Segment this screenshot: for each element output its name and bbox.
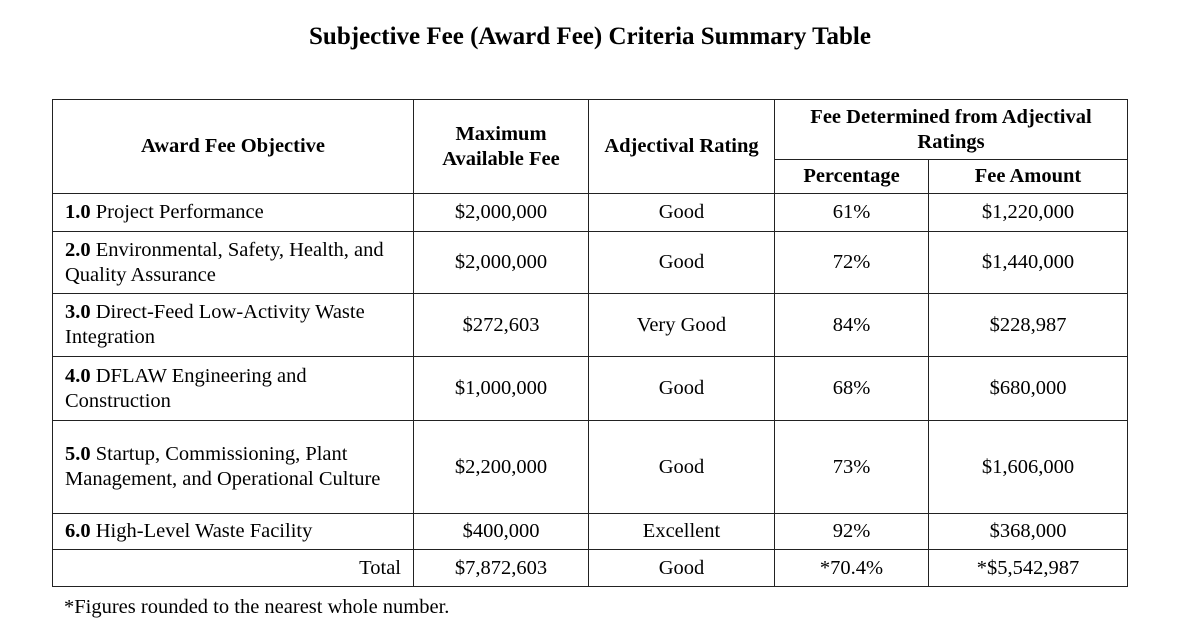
table-row: 2.0 Environmental, Safety, Health, and Q… [52,231,1129,294]
max-fee-cell: $2,000,000 [413,231,589,294]
fee-amount-cell: $1,440,000 [927,231,1129,294]
table-row: 1.0 Project Performance $2,000,000 Good … [52,193,1129,232]
table-row: 3.0 Direct-Feed Low-Activity Waste Integ… [52,293,1129,357]
percentage-cell: 72% [774,231,929,294]
objective-cell: 6.0 High-Level Waste Facility [52,513,414,550]
fee-amount-cell: $228,987 [927,293,1129,357]
fee-amount-cell: $1,606,000 [927,420,1129,514]
percentage-cell: 73% [774,420,929,514]
footnote: *Figures rounded to the nearest whole nu… [64,596,450,618]
header-percentage: Percentage [774,159,929,194]
header-award-fee-objective: Award Fee Objective [52,99,414,194]
rating-cell: Good [588,420,775,514]
objective-name: Environmental, Safety, Health, and Quali… [65,238,384,286]
objective-cell: 2.0 Environmental, Safety, Health, and Q… [52,231,414,294]
objective-number: 4.0 [65,364,91,387]
objective-cell: 1.0 Project Performance [52,193,414,232]
rating-cell: Good [588,231,775,294]
objective-name: High-Level Waste Facility [95,520,313,542]
total-rating: Good [588,549,775,587]
award-fee-summary-table: Award Fee Objective Maximum Available Fe… [52,99,1129,587]
header-fee-amount: Fee Amount [927,159,1129,194]
rating-cell: Excellent [588,513,775,550]
rating-cell: Good [588,356,775,421]
objective-name: DFLAW Engineering and Construction [65,364,307,412]
table-subheader-row: Percentage Fee Amount [53,159,1129,194]
max-fee-cell: $2,000,000 [413,193,589,232]
objective-cell: 3.0 Direct-Feed Low-Activity Waste Integ… [52,293,414,357]
objective-name: Project Performance [95,201,264,223]
table-header-row: Award Fee Objective Maximum Available Fe… [52,99,1129,194]
total-max-fee: $7,872,603 [413,549,589,587]
rating-cell: Good [588,193,775,232]
max-fee-cell: $2,200,000 [413,420,589,514]
header-adjectival-rating: Adjectival Rating [588,99,775,194]
fee-amount-cell: $680,000 [927,356,1129,421]
fee-amount-cell: $1,220,000 [927,193,1129,232]
rating-cell: Very Good [588,293,775,357]
objective-cell: 5.0 Startup, Commissioning, Plant Manage… [52,420,414,514]
objective-number: 6.0 [65,520,91,542]
fee-amount-cell: $368,000 [927,513,1129,550]
table-row: 6.0 High-Level Waste Facility $400,000 E… [52,513,1129,550]
table-row: 5.0 Startup, Commissioning, Plant Manage… [52,420,1129,514]
total-fee-amount: *$5,542,987 [927,549,1129,587]
total-label: Total [52,549,414,587]
total-percentage: *70.4% [774,549,929,587]
max-fee-cell: $400,000 [413,513,589,550]
objective-cell: 4.0 DFLAW Engineering and Construction [52,356,414,421]
header-fee-determined: Fee Determined from Adjectival Ratings [773,99,1129,160]
objective-number: 3.0 [65,301,91,323]
table-row: 4.0 DFLAW Engineering and Construction $… [52,356,1129,421]
total-row: Total $7,872,603 Good *70.4% *$5,542,987 [52,549,1129,587]
page-title: Subjective Fee (Award Fee) Criteria Summ… [309,23,871,50]
objective-number: 5.0 [65,443,91,465]
objective-number: 1.0 [65,201,91,223]
max-fee-cell: $1,000,000 [413,356,589,421]
objective-name: Direct-Feed Low-Activity Waste Integrati… [65,301,365,348]
percentage-cell: 84% [774,293,929,357]
objective-name: Startup, Commissioning, Plant Management… [65,443,381,490]
percentage-cell: 61% [774,193,929,232]
percentage-cell: 68% [774,356,929,421]
objective-number: 2.0 [65,238,91,261]
header-maximum-available-fee: Maximum Available Fee [413,99,589,194]
max-fee-cell: $272,603 [413,293,589,357]
percentage-cell: 92% [774,513,929,550]
